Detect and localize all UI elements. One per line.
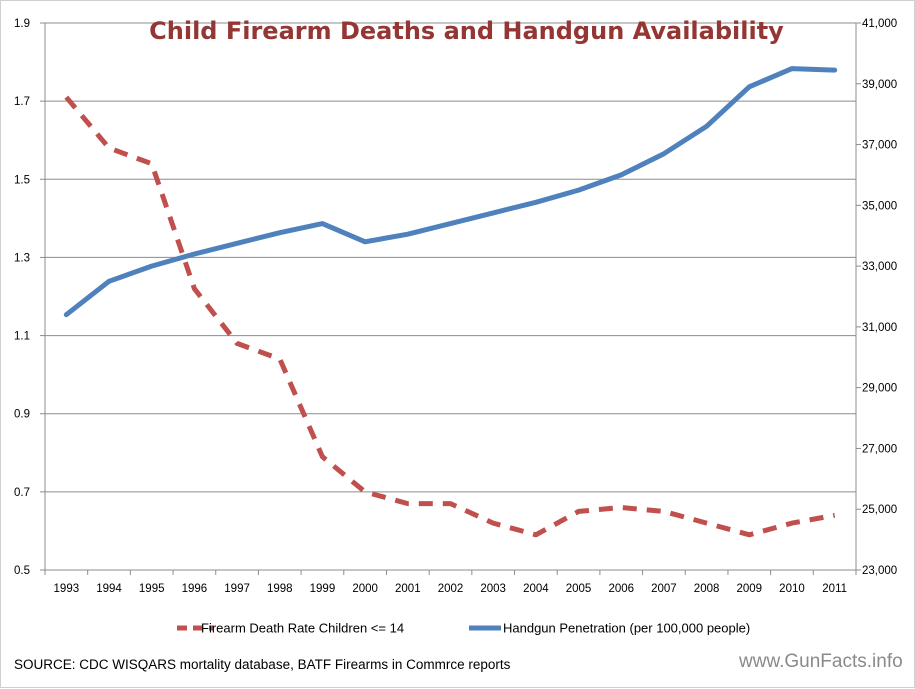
x-tick-label: 2004 [523,583,549,595]
x-tick-label: 2010 [779,583,805,595]
y-left-tick-label: 1.5 [14,174,30,186]
watermark: www.GunFacts.info [739,651,903,672]
y-left-tick-label: 0.9 [14,409,30,421]
x-tick-label: 1997 [224,583,250,595]
x-tick-label: 1996 [182,583,208,595]
x-tick-label: 1993 [54,583,80,595]
y-right-tick-label: 39,000 [862,79,897,91]
y-right-tick-label: 33,000 [862,261,897,273]
y-right-tick-label: 35,000 [862,200,897,212]
y-right-tick-label: 27,000 [862,443,897,455]
y-left-tick-label: 1.7 [14,96,30,108]
y-left-tick-label: 1.1 [14,331,30,343]
x-tick-label: 2001 [395,583,421,595]
series-line-2 [63,66,838,318]
x-tick-label: 2009 [736,583,762,595]
y-right-tick-label: 31,000 [862,322,897,334]
y-right-tick-label: 37,000 [862,140,897,152]
y-right-tick-label: 29,000 [862,383,897,395]
x-tick-label: 2002 [438,583,464,595]
chart-title: Child Firearm Deaths and Handgun Availab… [149,17,784,45]
x-tick-label: 1995 [139,583,165,595]
y-left-tick-label: 1.9 [14,18,30,30]
y-left-tick-label: 0.7 [14,487,30,499]
x-tick-label: 2011 [822,583,847,595]
source-note: SOURCE: CDC WISQARS mortality database, … [14,657,511,672]
x-tick-label: 2006 [608,583,634,595]
x-tick-label: 1998 [267,583,293,595]
y-right-tick-label: 23,000 [862,565,897,577]
x-tick-label: 2003 [480,583,506,595]
x-tick-label: 2000 [352,583,378,595]
y-left-tick-label: 1.3 [14,252,30,264]
x-tick-label: 2005 [566,583,592,595]
x-tick-label: 2008 [694,583,720,595]
series-line-1 [64,95,836,538]
y-right-tick-label: 41,000 [862,18,897,30]
x-tick-label: 1999 [310,583,336,595]
x-tick-label: 1994 [96,583,122,595]
y-left-tick-label: 0.5 [14,565,30,577]
legend-label-1: Firearm Death Rate Children <= 14 [201,621,404,636]
x-tick-label: 2007 [651,583,677,595]
y-right-tick-label: 25,000 [862,504,897,516]
legend-label-2: Handgun Penetration (per 100,000 people) [503,621,750,636]
